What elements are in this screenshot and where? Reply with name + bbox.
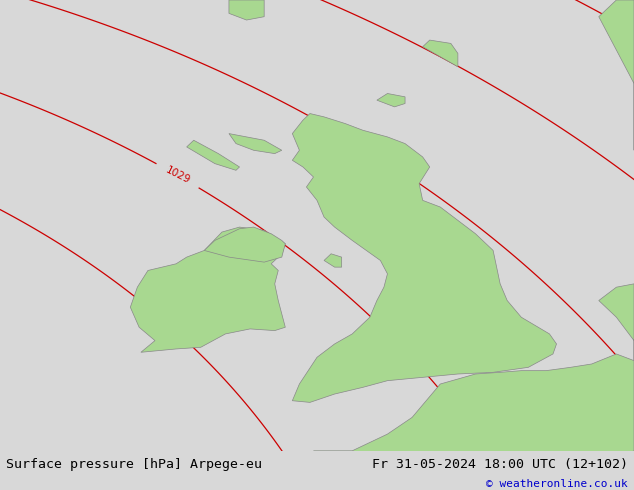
- Text: Fr 31-05-2024 18:00 UTC (12+102): Fr 31-05-2024 18:00 UTC (12+102): [372, 458, 628, 471]
- Polygon shape: [186, 140, 240, 171]
- Polygon shape: [423, 40, 458, 67]
- Polygon shape: [229, 134, 281, 153]
- Polygon shape: [598, 0, 634, 150]
- Text: 1029: 1029: [164, 165, 191, 186]
- Polygon shape: [292, 114, 557, 402]
- Text: Surface pressure [hPa] Arpege-eu: Surface pressure [hPa] Arpege-eu: [6, 458, 262, 471]
- Polygon shape: [313, 354, 634, 490]
- Text: © weatheronline.co.uk: © weatheronline.co.uk: [486, 479, 628, 489]
- Polygon shape: [324, 254, 342, 267]
- Polygon shape: [377, 94, 405, 107]
- Polygon shape: [598, 284, 634, 361]
- Polygon shape: [131, 227, 285, 352]
- Polygon shape: [229, 0, 264, 20]
- Polygon shape: [204, 227, 285, 262]
